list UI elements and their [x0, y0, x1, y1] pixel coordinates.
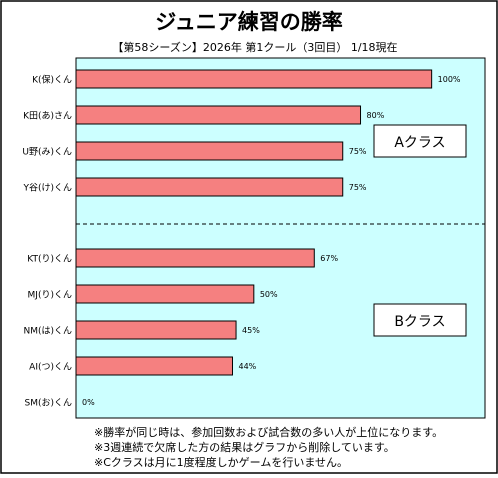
- category-labels: K(保)くん K田(あ)さん U野(み)くん Y谷(け)くん KT(り)くん MJ(り)く…: [22, 74, 72, 409]
- bar: [75, 320, 237, 340]
- bars-group: [75, 69, 433, 376]
- bar: [75, 141, 344, 161]
- bar: [75, 69, 433, 89]
- value-labels: 100% 80% 75% 75% 67% 50% 45% 44% 0%: [82, 75, 461, 407]
- value-label: 45%: [242, 326, 260, 335]
- category-label: SM(お)くん: [24, 398, 72, 409]
- value-label: 75%: [349, 183, 367, 192]
- category-label: MJ(り)くん: [28, 290, 72, 301]
- note-1: ※勝率が同じ時は、参加回数および試合数の多い人が上位になります。: [94, 425, 443, 439]
- class-box: [373, 124, 467, 158]
- class-boxes: Aクラス Bクラス: [373, 124, 467, 337]
- value-label: 80%: [367, 111, 385, 120]
- chart-title: ジュニア練習の勝率: [155, 10, 343, 34]
- bar: [75, 105, 362, 125]
- value-label: 0%: [82, 398, 95, 407]
- bar: [75, 177, 344, 197]
- bar: [75, 356, 233, 376]
- category-label: AI(つ)くん: [29, 362, 72, 373]
- notes: ※勝率が同じ時は、参加回数および試合数の多い人が上位になります。 ※3週連続で欠…: [94, 425, 443, 469]
- category-label: KT(り)くん: [27, 254, 72, 265]
- category-label: K田(あ)さん: [23, 111, 72, 122]
- class-label: Aクラス: [394, 135, 445, 151]
- value-label: 50%: [260, 290, 278, 299]
- class-box: [373, 303, 467, 337]
- value-label: 44%: [238, 362, 256, 371]
- class-label: Bクラス: [394, 314, 445, 330]
- bar: [75, 248, 315, 268]
- value-label: 100%: [438, 75, 461, 84]
- note-2: ※3週連続で欠席した方の結果はグラフから削除しています。: [94, 440, 395, 454]
- bar: [75, 284, 255, 304]
- category-label: Y谷(け)くん: [22, 183, 72, 194]
- value-label: 75%: [349, 147, 367, 156]
- value-label: 67%: [320, 254, 338, 263]
- category-label: NM(は)くん: [23, 326, 72, 337]
- category-label: K(保)くん: [32, 74, 72, 86]
- category-label: U野(み)くん: [22, 147, 72, 158]
- chart-subtitle: 【第58シーズン】2026年 第1クール（3回目） 1/18現在: [112, 40, 397, 54]
- note-3: ※Cクラスは月に1度程度しかゲームを行いません。: [94, 455, 348, 469]
